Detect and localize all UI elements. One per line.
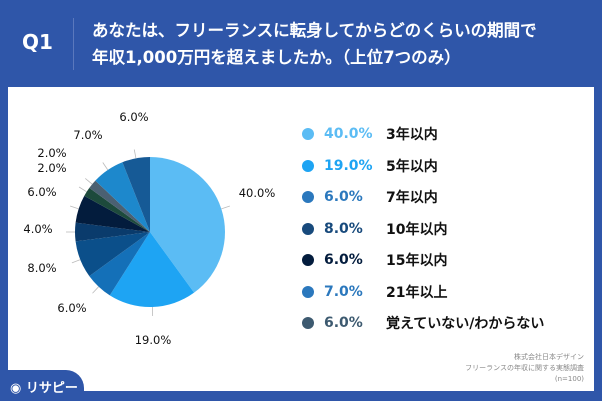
legend-item: 8.0% 10年以内: [302, 219, 447, 239]
logo: ◉ リサピー: [10, 377, 78, 396]
pie-slice: [75, 232, 150, 277]
data-label: 4.0%: [23, 222, 52, 236]
pie-slice: [122, 157, 150, 232]
pie-slice: [89, 180, 150, 232]
leader-line: [69, 205, 79, 210]
title-line-1: あなたは、フリーランスに転身してからどのくらいの期間で: [92, 21, 537, 40]
pie-slice: [84, 187, 150, 232]
data-label: 6.0%: [27, 185, 56, 199]
data-label: 8.0%: [27, 261, 56, 275]
data-label: 6.0%: [119, 110, 148, 124]
leader-line: [221, 205, 231, 210]
legend-percent: 6.0%: [324, 189, 363, 205]
source-company: 株式会社日本デザイン: [514, 353, 584, 361]
question-title: あなたは、フリーランスに転身してからどのくらいの期間で 年収1,000万円を超え…: [92, 17, 537, 71]
title-line-2: 年収1,000万円を超えましたか。（上位7つのみ）: [92, 48, 461, 67]
legend-item: 19.0% 5年以内: [302, 156, 438, 176]
pie-slice: [75, 222, 150, 242]
legend-item: 7.0% 21年以上: [302, 282, 447, 302]
leader-line: [102, 162, 109, 171]
legend-percent: 40.0%: [324, 126, 373, 142]
pie-slice: [89, 232, 150, 296]
source-survey: フリーランスの年収に関する実態調査: [465, 364, 584, 372]
legend-percent: 8.0%: [324, 220, 363, 237]
data-label: 40.0%: [239, 186, 276, 200]
logo-tab: [0, 370, 84, 401]
legend-swatch: [302, 191, 314, 203]
pie-slice: [109, 232, 195, 307]
legend-label: 15年以内: [386, 253, 448, 269]
legend-label: 3年以内: [386, 127, 438, 143]
legend-swatch: [302, 222, 314, 235]
legend-item: 6.0% 7年以内: [302, 187, 438, 207]
pin-icon: ◉: [10, 381, 22, 396]
leader-line: [78, 186, 87, 193]
data-label: 19.0%: [135, 333, 172, 347]
legend-item: 6.0% 覚えていない/わからない: [302, 313, 544, 333]
legend-swatch: [302, 159, 314, 172]
header-divider: [73, 18, 74, 70]
leader-line: [92, 286, 99, 294]
source-note: 株式会社日本デザイン フリーランスの年収に関する実態調査 (n=100): [465, 352, 584, 385]
legend-swatch: [302, 317, 314, 329]
legend-swatch: [302, 254, 314, 266]
legend-item: 6.0% 15年以内: [302, 250, 447, 270]
pie-slice: [150, 157, 225, 293]
legend-label: 覚えていない/わからない: [386, 316, 545, 332]
data-label: 6.0%: [57, 301, 86, 315]
leader-line: [133, 149, 137, 159]
data-label: 2.0%: [37, 161, 66, 175]
legend-swatch: [302, 128, 314, 140]
legend-percent: 6.0%: [324, 315, 363, 331]
pie-slice: [95, 162, 150, 232]
legend-percent: 7.0%: [324, 283, 363, 300]
legend-label: 5年以内: [386, 158, 438, 175]
question-number: Q1: [22, 30, 53, 54]
legend-swatch: [302, 285, 314, 298]
pie-slice: [75, 195, 150, 232]
data-label: 7.0%: [73, 128, 102, 142]
data-label: 2.0%: [37, 146, 66, 160]
legend-label: 10年以内: [386, 221, 448, 238]
legend-percent: 19.0%: [324, 157, 373, 174]
logo-text: リサピー: [25, 381, 78, 396]
source-n: (n=100): [554, 375, 584, 383]
leader-line: [71, 259, 81, 264]
leader-line: [85, 178, 93, 185]
legend-label: 7年以内: [386, 190, 438, 206]
legend-label: 21年以上: [386, 284, 448, 301]
legend-percent: 6.0%: [324, 252, 363, 268]
legend-item: 40.0% 3年以内: [302, 124, 438, 144]
